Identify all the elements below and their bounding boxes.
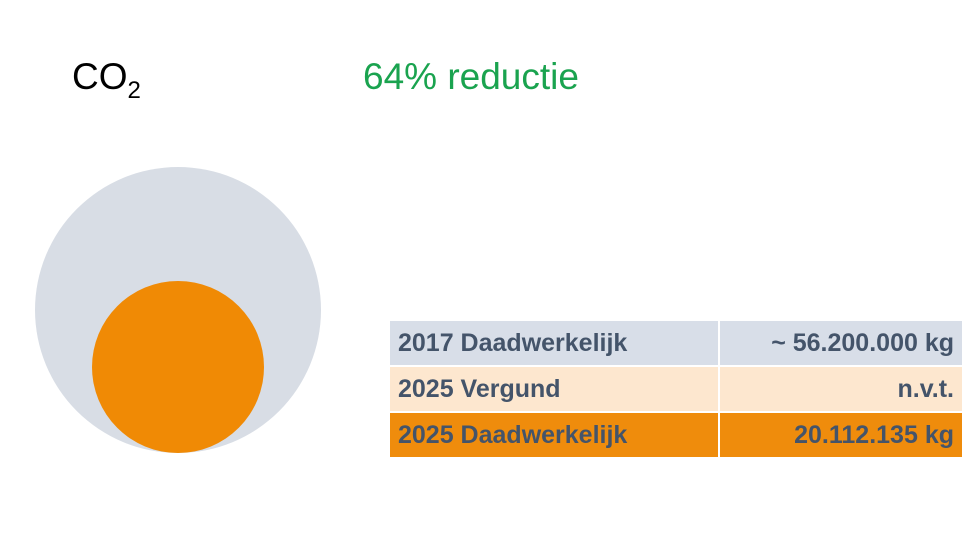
row-value: 20.112.135 kg [718, 411, 964, 459]
row-value: ~ 56.200.000 kg [718, 319, 964, 367]
title-subscript: 2 [127, 77, 141, 104]
headline: 64% reductie [363, 56, 579, 97]
row-label: 2025 Vergund [388, 365, 720, 413]
table-row: 2025 Vergund n.v.t. [388, 365, 964, 413]
row-label: 2025 Daadwerkelijk [388, 411, 720, 459]
table-row: 2025 Daadwerkelijk 20.112.135 kg [388, 411, 964, 459]
data-table: 2017 Daadwerkelijk ~ 56.200.000 kg 2025 Ve… [388, 319, 964, 459]
title: CO2 [72, 56, 141, 105]
table-row: 2017 Daadwerkelijk ~ 56.200.000 kg [388, 319, 964, 367]
title-text: CO [72, 56, 128, 97]
row-label: 2017 Daadwerkelijk [388, 319, 720, 367]
small-circle [92, 281, 264, 453]
row-value: n.v.t. [718, 365, 964, 413]
